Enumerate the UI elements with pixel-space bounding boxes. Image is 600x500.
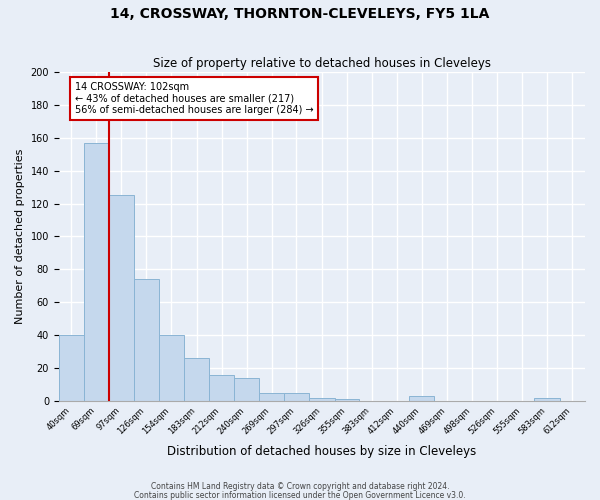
Bar	[409, 396, 434, 401]
Text: Contains HM Land Registry data © Crown copyright and database right 2024.: Contains HM Land Registry data © Crown c…	[151, 482, 449, 491]
Title: Size of property relative to detached houses in Cleveleys: Size of property relative to detached ho…	[153, 56, 491, 70]
Bar	[184, 358, 209, 401]
Bar	[534, 398, 560, 401]
Text: 14, CROSSWAY, THORNTON-CLEVELEYS, FY5 1LA: 14, CROSSWAY, THORNTON-CLEVELEYS, FY5 1L…	[110, 8, 490, 22]
Bar	[234, 378, 259, 401]
Bar	[259, 392, 284, 401]
Bar	[284, 392, 309, 401]
Bar	[158, 335, 184, 401]
Bar	[59, 335, 84, 401]
Bar	[134, 279, 158, 401]
Text: 14 CROSSWAY: 102sqm
← 43% of detached houses are smaller (217)
56% of semi-detac: 14 CROSSWAY: 102sqm ← 43% of detached ho…	[74, 82, 313, 115]
Bar	[84, 143, 109, 401]
Text: Contains public sector information licensed under the Open Government Licence v3: Contains public sector information licen…	[134, 490, 466, 500]
Bar	[309, 398, 335, 401]
Bar	[109, 196, 134, 401]
Bar	[335, 400, 359, 401]
Y-axis label: Number of detached properties: Number of detached properties	[15, 149, 25, 324]
X-axis label: Distribution of detached houses by size in Cleveleys: Distribution of detached houses by size …	[167, 444, 476, 458]
Bar	[209, 374, 234, 401]
